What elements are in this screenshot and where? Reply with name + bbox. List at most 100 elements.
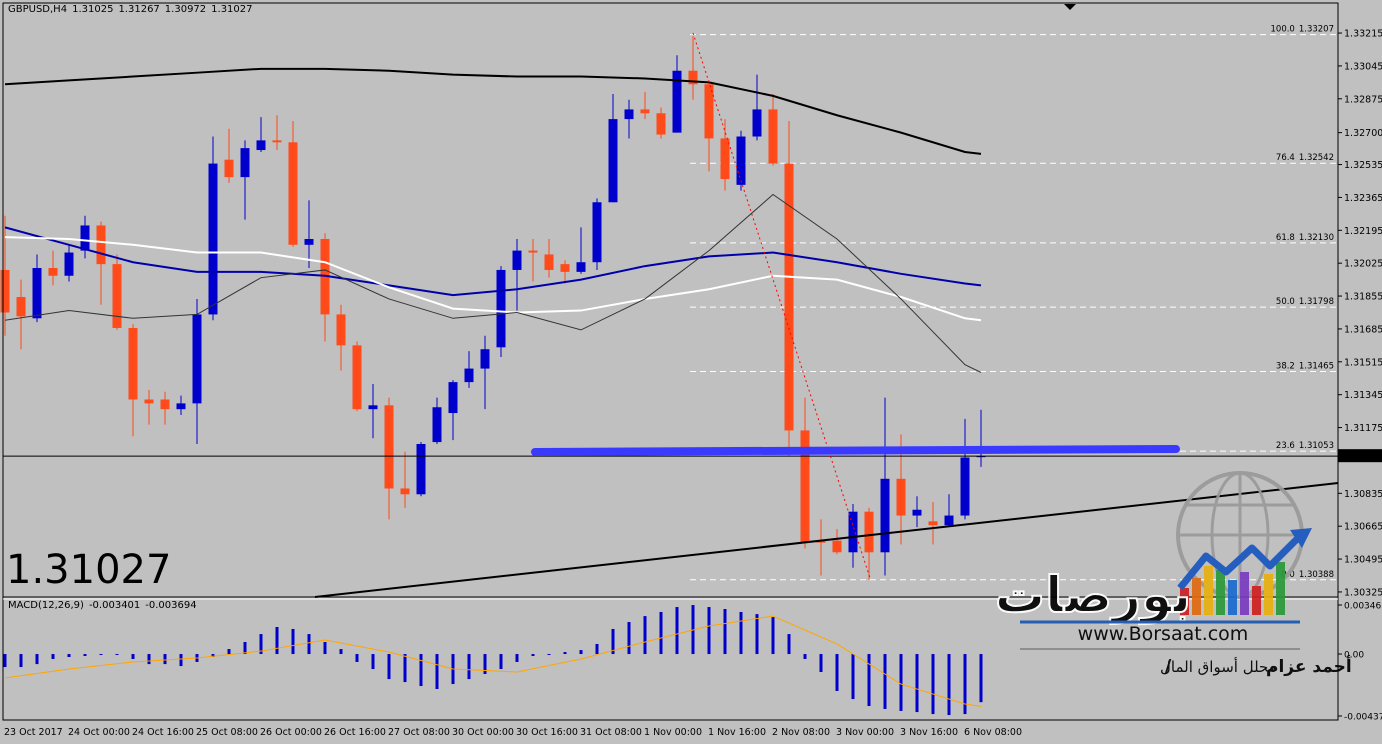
high-value: 1.31267 [118,4,159,15]
candle-body [784,163,794,431]
candle-body [704,84,714,139]
candle-body [880,478,890,553]
candle-body [96,225,106,265]
x-tick-label: 3 Nov 00:00 [836,727,894,738]
candle-body [848,511,858,553]
low-value: 1.30972 [165,4,206,15]
x-tick-label: 30 Oct 16:00 [516,727,578,738]
candle-body [432,407,442,443]
candle-body [560,264,570,272]
fib-trend-line [692,32,871,579]
x-tick-label: 3 Nov 16:00 [900,727,958,738]
url: www.Borsaat.com [1078,623,1249,645]
moving-average [4,226,982,297]
candle-body [800,430,810,543]
candle-body [640,109,650,114]
logo-arrow-head [1290,528,1312,548]
fib-price: 1.31798 [1299,297,1334,307]
y-tick-label: 1.32025 [1344,259,1382,270]
candle-body [688,70,698,85]
moving-average [4,67,982,155]
candle-body [624,109,634,120]
y-tick-label: 1.33215 [1344,29,1382,40]
candle-body [192,314,202,404]
drawn-lines [314,32,1339,598]
candle-body [416,443,426,495]
fib-price: 1.32130 [1299,233,1334,243]
resistance-line [531,445,1180,456]
fib-ratio: 61.8 [1276,233,1295,243]
fib-ratio: 76.4 [1276,153,1295,163]
x-tick-label: 26 Oct 00:00 [260,727,322,738]
candle-body [288,142,298,245]
candle-body [464,368,474,383]
macd-tick-label: 0.00 [1344,651,1364,661]
candle-body [240,148,250,178]
signal-value: -0.003694 [145,600,196,611]
fib-price: 1.31465 [1299,361,1334,371]
macd-tick-label: 0.003463 [1344,602,1382,612]
candle-body [944,515,954,526]
candle-body [336,314,346,346]
candle-body [400,488,410,495]
logo-bar [1216,570,1225,615]
logo-bar [1204,566,1213,615]
candle-body [816,540,826,543]
logo-bar [1252,586,1261,615]
symbol: GBPUSD,H4 [8,4,67,15]
y-tick-label: 1.30835 [1344,489,1382,500]
candle-body [832,540,842,553]
logo-bar [1264,574,1273,615]
logo-bar [1276,562,1285,615]
x-tick-label: 23 Oct 2017 [4,727,63,738]
logo-arrow [1177,533,1303,591]
candle-body [496,269,506,348]
candle-body [272,140,282,143]
header: GBPUSD,H4 1.31025 1.31267 1.30972 1.31027 [8,4,253,15]
y-tick-label: 1.32365 [1344,193,1382,204]
y-tick-label: 1.31515 [1344,357,1382,368]
candle-body [32,268,42,319]
candle-body [480,349,490,369]
fib-price: 1.30388 [1299,570,1334,580]
candle-body [0,269,10,313]
candle-body [720,138,730,180]
shift-marker [1064,4,1076,10]
macd-name: MACD(12,26,9) [8,600,84,611]
y-tick-label: 1.31685 [1344,324,1382,335]
fib-ratio: 23.6 [1276,441,1295,451]
fibonacci: 1.33207 100.0 1.32542 76.4 1.32130 61.8 1.3179… [690,25,1336,581]
candle-body [384,405,394,489]
candle-body [368,405,378,410]
price-tag [1338,449,1382,463]
candle-body [16,297,26,317]
candle-body [256,140,266,151]
y-tick-label: 1.32195 [1344,226,1382,237]
x-tick-label: 24 Oct 00:00 [68,727,130,738]
candle-body [672,70,682,133]
x-tick-label: 1 Nov 00:00 [644,727,702,738]
x-tick-label: 2 Nov 08:00 [772,727,830,738]
candle-body [928,521,938,526]
macd-tick-label: -0.004377 [1344,713,1382,723]
y-tick-label: 1.32700 [1344,128,1382,139]
candle-body [48,268,58,276]
big-price: 1.31027 [6,547,171,593]
candle-body [64,252,74,276]
candle-body [544,254,554,270]
close-value: 1.31027 [211,4,252,15]
y-tick-label: 1.31175 [1344,423,1382,434]
candle-body [608,119,618,203]
y-tick-label: 1.31855 [1344,292,1382,303]
x-tick-label: 30 Oct 00:00 [452,727,514,738]
y-tick-label: 1.33045 [1344,61,1382,72]
y-tick-label: 1.30665 [1344,522,1382,533]
separator: / [1165,656,1172,677]
macd-header: MACD(12,26,9) -0.003401 -0.003694 [8,600,197,611]
fib-ratio: 38.2 [1276,361,1295,371]
logo-bar [1180,588,1189,615]
candle-body [176,403,186,410]
y-tick-label: 1.30495 [1344,555,1382,566]
